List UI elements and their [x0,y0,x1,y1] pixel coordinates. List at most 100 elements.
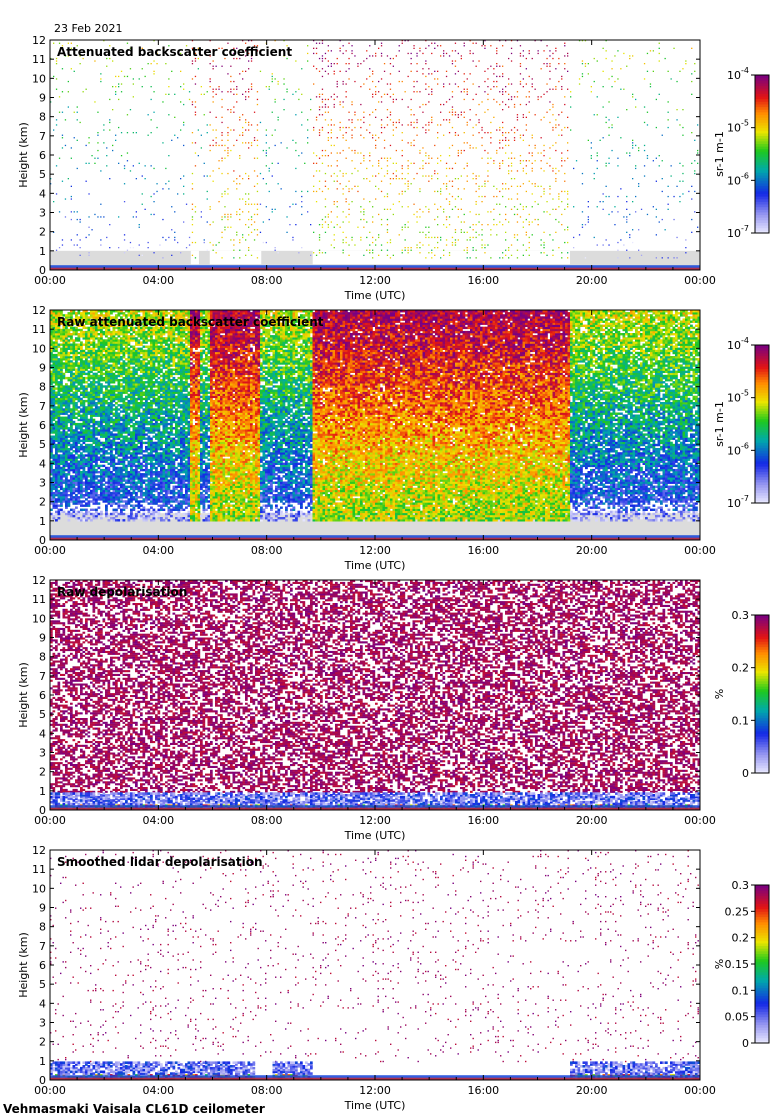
y-tick-label: 4 [39,457,46,470]
colorbar-segment [755,649,769,653]
colorbar-segment [755,633,769,637]
colorbar-segment [755,455,769,459]
x-tick-label: 04:00 [142,814,174,827]
colorbar-segment [755,85,769,89]
colorbar-segment [755,942,769,947]
colorbar-segment [755,214,769,218]
colorbar-segment [755,630,769,634]
colorbar-segment [755,471,769,475]
colorbar-segment [755,921,769,925]
x-tick-label: 00:00 [34,544,66,557]
colorbar-segment [755,463,769,467]
figure-date: 23 Feb 2021 [54,22,122,35]
y-tick-label: 4 [39,187,46,200]
colorbar-segment [755,437,769,441]
colorbar-segment [755,1014,769,1018]
colorbar-segment [755,196,769,200]
colorbar-segment [755,93,769,97]
colorbar-segment [755,906,769,910]
colorbar-segment [755,135,769,139]
colorbar-segment [755,733,769,737]
colorbar-segment [755,995,769,999]
colorbar-segment [755,958,769,962]
colorbar-segment [755,460,769,464]
colorbar-segment [755,638,769,642]
colorbar-segment [755,667,769,671]
x-tick-label: 20:00 [576,544,608,557]
colorbar-segment [755,964,769,968]
y-tick-label: 12 [32,34,46,47]
y-tick-label: 10 [32,612,46,625]
colorbar-segment [755,156,769,160]
plot-background [50,850,700,1080]
colorbar-segment [755,98,769,102]
colorbar-segment [755,418,769,422]
colorbar-segment [755,413,769,417]
colorbar-segment [755,913,769,918]
y-tick-label: 10 [32,72,46,85]
panel-title: Raw attenuated backscatter coefficient [57,315,324,329]
x-axis-label: Time (UTC) [344,289,406,302]
y-tick-label: 9 [39,902,46,915]
colorbar-frame [754,344,770,504]
colorbar-segment [755,929,769,933]
x-tick-label: 04:00 [142,1084,174,1097]
colorbar-segment [755,1024,769,1028]
colorbar-segment [755,416,769,420]
colorbar-segment [755,143,769,147]
colorbar-segment [755,730,769,734]
x-axis-label: Time (UTC) [344,1099,406,1112]
x-axis-label: Time (UTC) [344,829,406,842]
colorbar-segment [755,458,769,462]
y-tick-label: 4 [39,997,46,1010]
colorbar-segment [755,211,769,216]
colorbar-segment [755,987,769,991]
colorbar-segment [755,154,769,158]
colorbar-segment [755,111,769,115]
colorbar-segment [755,230,769,234]
colorbar-segment [755,646,769,650]
colorbar-segment [755,434,769,438]
x-tick-label: 00:00 [34,274,66,287]
colorbar-segment [755,151,769,155]
y-tick-label: 3 [39,1017,46,1030]
x-tick-label: 08:00 [251,544,283,557]
colorbar-segment [755,709,769,713]
colorbar-segment [755,1016,769,1020]
y-tick-label: 0 [39,264,46,277]
colorbar-segment [755,395,769,399]
colorbar-segment [755,209,769,213]
colorbar-tick-label: 10-5 [727,119,749,135]
colorbar-segment [755,122,769,126]
y-tick-label: 11 [32,863,46,876]
colorbar-segment [755,204,769,208]
colorbar-segment [755,736,769,740]
colorbar-segment [755,114,769,118]
colorbar-segment [755,759,769,763]
colorbar-segment [755,389,769,393]
colorbar-tick-label: 0.1 [732,714,750,727]
colorbar-segment [755,352,769,357]
colorbar-segment [755,106,769,110]
y-tick-label: 12 [32,844,46,857]
y-tick-label: 12 [32,574,46,587]
colorbar-tick-label: 10-5 [727,389,749,405]
x-tick-label: 20:00 [576,274,608,287]
panel-title: Raw depolarisation [57,585,187,599]
colorbar-segment [755,953,769,957]
colorbar-segment [755,892,769,897]
x-tick-label: 20:00 [576,814,608,827]
colorbar: 0 0.1 0.2 0.3% [713,609,770,780]
colorbar-segment [755,450,769,454]
y-axis-label: Height (km) [17,662,30,728]
colorbar-segment [755,1021,769,1026]
x-tick-label: 00:00 [684,1084,716,1097]
colorbar-segment [755,140,769,144]
colorbar-segment [755,175,769,179]
colorbar-segment [755,103,769,108]
colorbar-segment [755,704,769,708]
colorbar-segment [755,117,769,121]
y-tick-label: 6 [39,149,46,162]
